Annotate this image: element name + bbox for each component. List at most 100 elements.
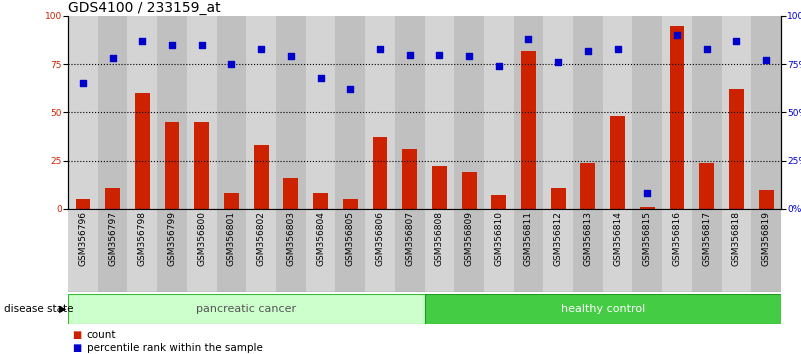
Bar bbox=[127, 16, 157, 209]
Bar bbox=[365, 16, 395, 209]
Bar bbox=[602, 209, 633, 292]
Bar bbox=[602, 16, 633, 209]
Bar bbox=[692, 209, 722, 292]
Bar bbox=[425, 209, 454, 292]
Bar bbox=[247, 16, 276, 209]
Bar bbox=[105, 188, 120, 209]
Bar bbox=[247, 209, 276, 292]
Text: GSM356810: GSM356810 bbox=[494, 211, 503, 266]
Bar bbox=[395, 16, 425, 209]
Text: GSM356814: GSM356814 bbox=[613, 211, 622, 266]
Bar bbox=[306, 16, 336, 209]
Bar bbox=[513, 16, 543, 209]
Text: GSM356807: GSM356807 bbox=[405, 211, 414, 266]
Bar bbox=[461, 172, 477, 209]
Bar bbox=[187, 209, 216, 292]
Text: count: count bbox=[87, 330, 116, 339]
Text: GSM356805: GSM356805 bbox=[346, 211, 355, 266]
Point bbox=[641, 190, 654, 196]
Point bbox=[759, 57, 772, 63]
Text: ■: ■ bbox=[72, 343, 82, 353]
Bar bbox=[573, 209, 603, 292]
Point bbox=[166, 42, 179, 48]
Bar bbox=[484, 209, 513, 292]
Point bbox=[77, 81, 90, 86]
Text: GSM356812: GSM356812 bbox=[553, 211, 562, 266]
Bar bbox=[521, 51, 536, 209]
Point bbox=[136, 38, 149, 44]
Bar bbox=[68, 294, 425, 324]
Bar bbox=[336, 16, 365, 209]
Point bbox=[195, 42, 208, 48]
Text: ▶: ▶ bbox=[59, 304, 66, 314]
Text: GSM356816: GSM356816 bbox=[673, 211, 682, 266]
Bar bbox=[751, 209, 781, 292]
Text: GSM356803: GSM356803 bbox=[287, 211, 296, 266]
Bar bbox=[343, 199, 358, 209]
Bar bbox=[187, 16, 216, 209]
Bar bbox=[306, 209, 336, 292]
Text: disease state: disease state bbox=[4, 304, 74, 314]
Bar bbox=[68, 209, 98, 292]
Bar bbox=[336, 209, 365, 292]
Point bbox=[700, 46, 713, 52]
Text: GSM356819: GSM356819 bbox=[762, 211, 771, 266]
Bar bbox=[216, 16, 247, 209]
Bar bbox=[254, 145, 268, 209]
Bar bbox=[402, 149, 417, 209]
Text: GSM356799: GSM356799 bbox=[167, 211, 176, 266]
Bar bbox=[395, 209, 425, 292]
Point bbox=[255, 46, 268, 52]
Bar bbox=[75, 199, 91, 209]
Bar bbox=[491, 195, 506, 209]
Bar bbox=[573, 16, 603, 209]
Bar bbox=[699, 162, 714, 209]
Bar bbox=[722, 16, 751, 209]
Point bbox=[670, 33, 683, 38]
Bar bbox=[425, 294, 781, 324]
Bar bbox=[135, 93, 150, 209]
Bar bbox=[276, 209, 306, 292]
Point bbox=[611, 46, 624, 52]
Bar bbox=[633, 209, 662, 292]
Bar bbox=[484, 16, 513, 209]
Bar bbox=[692, 16, 722, 209]
Bar bbox=[284, 178, 298, 209]
Bar bbox=[98, 16, 127, 209]
Text: GSM356811: GSM356811 bbox=[524, 211, 533, 266]
Point bbox=[463, 53, 476, 59]
Text: healthy control: healthy control bbox=[561, 304, 645, 314]
Point bbox=[522, 36, 535, 42]
Point bbox=[284, 53, 297, 59]
Bar bbox=[513, 209, 543, 292]
Bar bbox=[722, 209, 751, 292]
Point bbox=[730, 38, 743, 44]
Bar bbox=[365, 209, 395, 292]
Bar bbox=[662, 209, 692, 292]
Text: GSM356806: GSM356806 bbox=[376, 211, 384, 266]
Bar bbox=[670, 25, 684, 209]
Point bbox=[225, 61, 238, 67]
Bar bbox=[543, 209, 573, 292]
Text: GSM356817: GSM356817 bbox=[702, 211, 711, 266]
Text: GSM356800: GSM356800 bbox=[197, 211, 206, 266]
Bar bbox=[98, 209, 127, 292]
Bar bbox=[165, 122, 179, 209]
Text: ■: ■ bbox=[72, 330, 82, 339]
Text: GSM356815: GSM356815 bbox=[643, 211, 652, 266]
Point bbox=[582, 48, 594, 53]
Bar bbox=[454, 16, 484, 209]
Point bbox=[493, 63, 505, 69]
Bar bbox=[195, 122, 209, 209]
Bar bbox=[127, 209, 157, 292]
Bar bbox=[216, 209, 247, 292]
Bar bbox=[157, 209, 187, 292]
Text: GSM356798: GSM356798 bbox=[138, 211, 147, 266]
Text: GSM356818: GSM356818 bbox=[732, 211, 741, 266]
Text: GSM356802: GSM356802 bbox=[256, 211, 266, 266]
Text: GSM356804: GSM356804 bbox=[316, 211, 325, 266]
Bar bbox=[276, 16, 306, 209]
Bar bbox=[729, 89, 744, 209]
Bar bbox=[425, 16, 454, 209]
Bar bbox=[224, 193, 239, 209]
